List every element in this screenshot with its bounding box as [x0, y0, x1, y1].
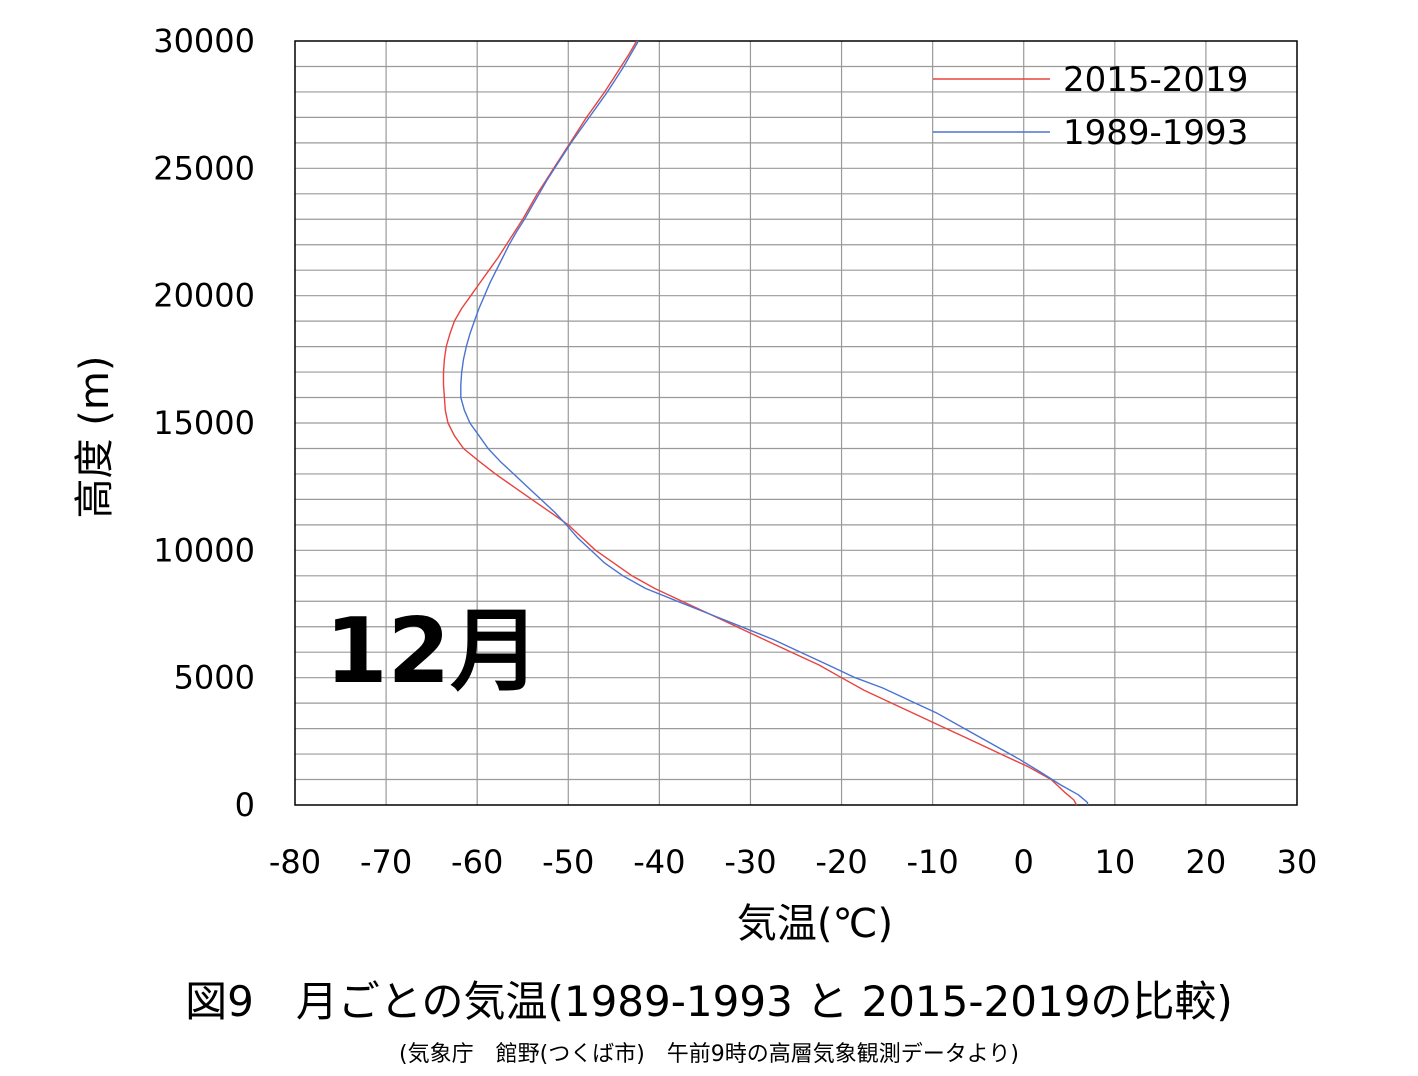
x-tick-label: 10 — [1094, 843, 1135, 881]
x-tick-label: -60 — [451, 843, 503, 881]
x-tick-label: 20 — [1186, 843, 1227, 881]
x-axis-title: 気温(℃) — [737, 901, 893, 947]
figure-source-note: (気象庁 館野(つくば市) 午前9時の高層気象観測データより) — [399, 1042, 1019, 1067]
series-lines — [442, 40, 1089, 806]
y-tick-label: 0 — [235, 786, 255, 824]
y-tick-label: 15000 — [153, 404, 255, 442]
y-tick-label: 5000 — [174, 659, 255, 697]
figure-caption: 図9 月ごとの気温(1989-1993 と 2015-2019の比較) — [185, 977, 1233, 1026]
series-line-1989-1993 — [460, 40, 1089, 805]
x-tick-label: -10 — [907, 843, 959, 881]
y-axis-title: 高度 (m) — [72, 356, 118, 519]
plot-frame — [294, 40, 1298, 806]
series-line-2015-2019 — [442, 40, 1078, 806]
temperature-altitude-chart: 0 5000 10000 15000 20000 25000 30000 -80 -70 -60… — [72, 22, 1317, 947]
y-tick-label: 20000 — [153, 277, 255, 315]
y-tick-label: 30000 — [153, 22, 255, 60]
y-tick-label: 25000 — [153, 149, 255, 187]
y-tick-labels: 0 5000 10000 15000 20000 25000 30000 — [153, 22, 255, 824]
x-tick-label: -50 — [542, 843, 594, 881]
legend-label: 2015-2019 — [1063, 60, 1248, 100]
legend: 2015-2019 1989-1993 — [933, 60, 1248, 153]
x-tick-label: -70 — [360, 843, 412, 881]
grid-lines — [295, 41, 1297, 805]
legend-label: 1989-1993 — [1063, 113, 1248, 153]
x-tick-label: -80 — [269, 843, 321, 881]
y-tick-label: 10000 — [153, 531, 255, 569]
x-tick-label: -30 — [724, 843, 776, 881]
x-tick-labels: -80 -70 -60 -50 -40 -30 -20 -10 0 10 20 30 — [269, 843, 1317, 881]
x-tick-label: -20 — [815, 843, 867, 881]
x-tick-label: 0 — [1014, 843, 1034, 881]
x-tick-label: 30 — [1277, 843, 1318, 881]
month-annotation: 12月 — [325, 599, 540, 704]
x-tick-label: -40 — [633, 843, 685, 881]
